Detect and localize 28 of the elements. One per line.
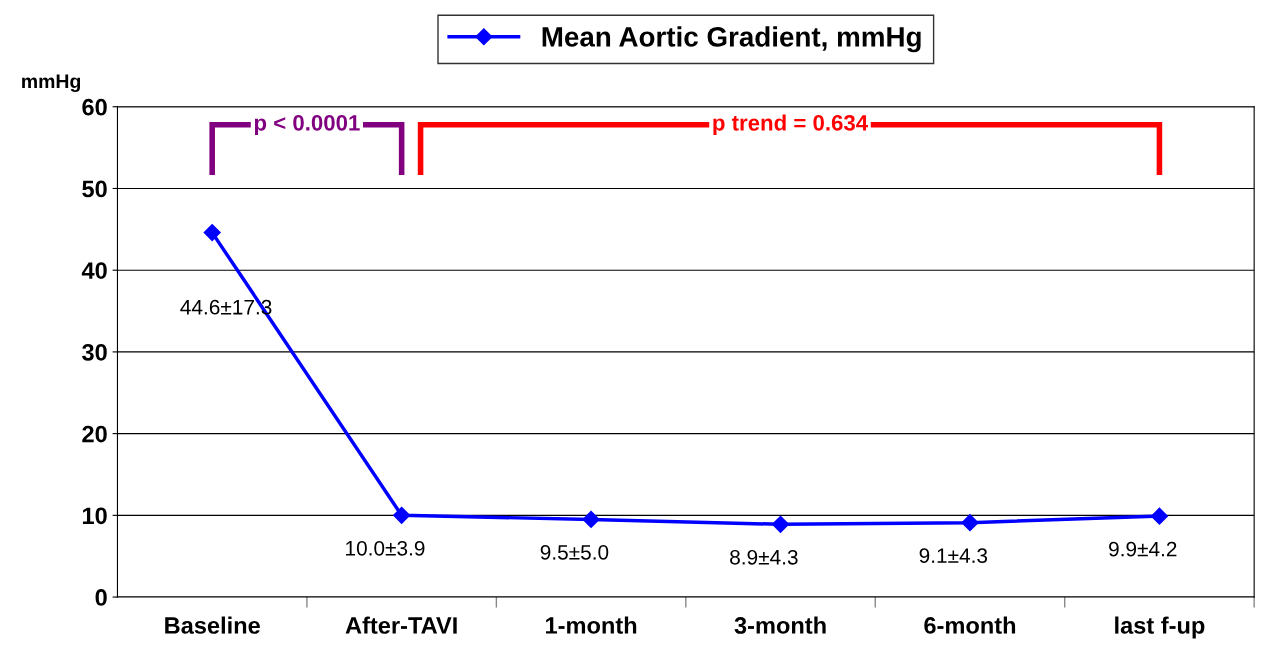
point bbox=[203, 224, 221, 242]
y-tick-label: 20 bbox=[82, 425, 107, 443]
annotation: p < 0.0001 bbox=[254, 114, 360, 136]
data-label: 8.9±4.3 bbox=[730, 549, 798, 565]
y-tick-label: 40 bbox=[81, 262, 107, 279]
point bbox=[961, 514, 979, 532]
y-tick-label: 0 bbox=[95, 589, 107, 606]
data-label: 9.5±5.0 bbox=[540, 544, 609, 560]
x-tick-label: Baseline bbox=[165, 616, 260, 634]
y-axis-title: mmHg bbox=[22, 74, 81, 93]
y-tick-label: 30 bbox=[82, 343, 107, 361]
point bbox=[393, 506, 411, 524]
y-tick-label: 50 bbox=[82, 180, 107, 198]
data-label: 10.0±3.9 bbox=[346, 540, 425, 556]
y-tick-label: 10 bbox=[82, 507, 107, 525]
annotation: p trend = 0.634 bbox=[713, 114, 869, 136]
point bbox=[771, 515, 790, 533]
x-tick-label: 1-month bbox=[546, 616, 637, 634]
data-label: 9.1±4.3 bbox=[919, 548, 988, 564]
x-tick-label: last f-up bbox=[1115, 616, 1205, 639]
y-tick-label: 60 bbox=[82, 98, 107, 116]
point bbox=[582, 510, 600, 528]
x-tick-label: 3-month bbox=[734, 616, 826, 634]
legend-label: Mean Aortic Gradient, mmHg bbox=[542, 26, 921, 53]
x-tick-label: 6-month bbox=[924, 616, 1016, 634]
x-tick-label: After-TAVI bbox=[345, 616, 457, 634]
data-label: 9.9±4.2 bbox=[1109, 541, 1177, 557]
point bbox=[1150, 507, 1168, 525]
